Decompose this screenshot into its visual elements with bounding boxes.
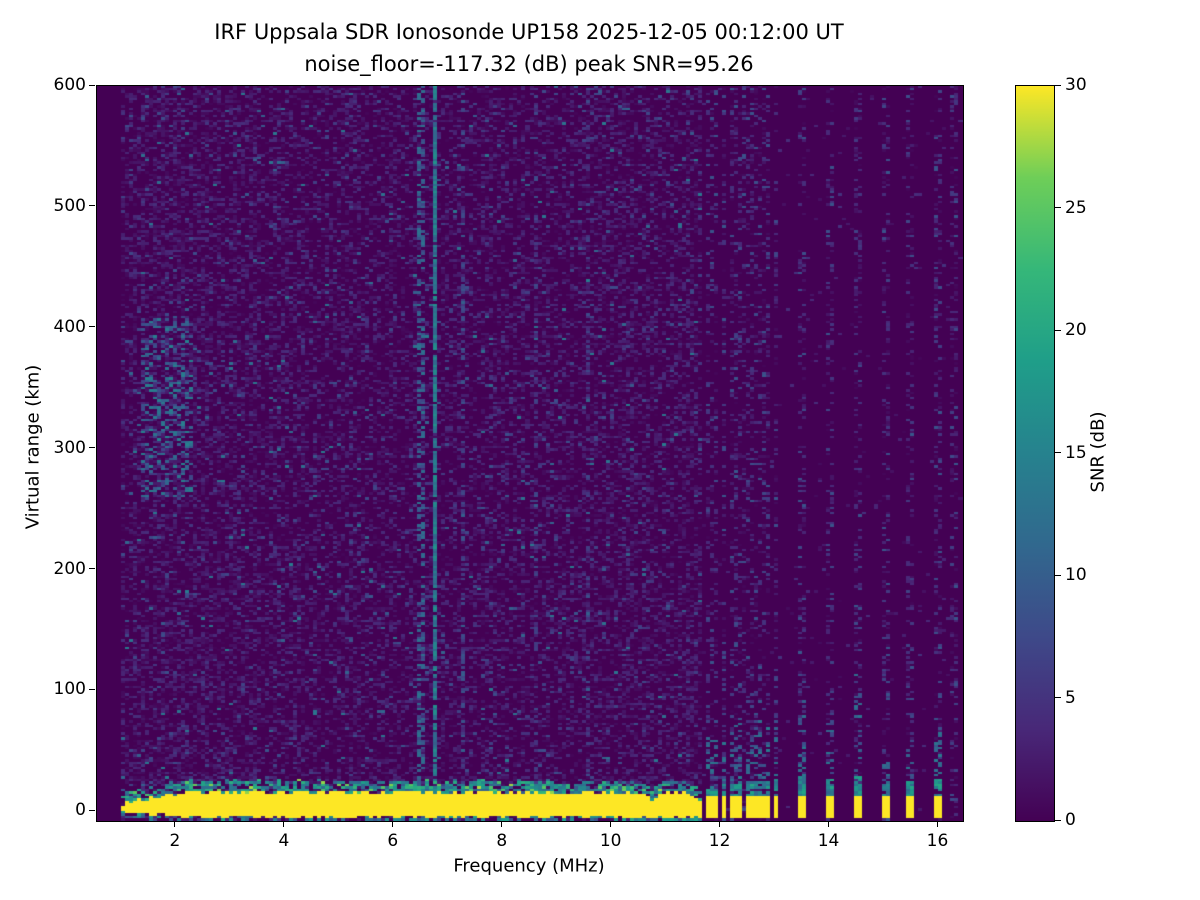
y-tick-label: 100: [53, 679, 86, 700]
colorbar-label: SNR (dB): [1087, 411, 1109, 493]
y-tick-mark: [89, 568, 95, 570]
x-tick-label: 10: [599, 831, 622, 851]
colorbar-tick-mark: [1055, 697, 1061, 698]
colorbar-tick-label: 30: [1065, 75, 1087, 95]
x-tick-label: 12: [708, 831, 731, 851]
x-tick-label: 16: [926, 831, 949, 851]
x-tick-label: 6: [387, 831, 399, 851]
y-tick-mark: [89, 205, 95, 207]
colorbar-tick-label: 20: [1065, 320, 1087, 340]
y-tick-mark: [89, 688, 95, 690]
colorbar-tick-mark: [1055, 207, 1061, 208]
colorbar-tick-label: 15: [1065, 442, 1087, 463]
colorbar-tick-mark: [1055, 329, 1061, 331]
x-axis-label: Frequency (MHz): [453, 855, 605, 877]
x-tick-mark: [174, 821, 176, 827]
y-tick-label: 600: [53, 75, 86, 95]
x-tick-label: 2: [169, 831, 181, 851]
colorbar-tick-label: 25: [1065, 197, 1087, 218]
colorbar: [1015, 85, 1055, 822]
y-tick-mark: [89, 326, 95, 328]
x-tick-label: 4: [278, 831, 290, 851]
colorbar-tick-mark: [1055, 84, 1061, 86]
y-tick-label: 400: [53, 316, 86, 337]
colorbar-tick-label: 5: [1065, 687, 1076, 708]
x-tick-mark: [392, 821, 394, 827]
x-tick-mark: [501, 821, 503, 827]
colorbar-tick-mark: [1055, 819, 1061, 821]
ionogram-heatmap: [97, 86, 963, 821]
figure-title-line1: IRF Uppsala SDR Ionosonde UP158 2025-12-…: [214, 20, 844, 44]
y-tick-label: 200: [53, 558, 86, 579]
x-tick-label: 8: [496, 831, 508, 851]
colorbar-gradient: [1016, 86, 1054, 821]
x-tick-mark: [828, 821, 830, 827]
figure-title-line2: noise_floor=-117.32 (dB) peak SNR=95.26: [304, 52, 754, 76]
colorbar-tick-label: 0: [1065, 810, 1076, 830]
x-tick-mark: [719, 821, 721, 827]
colorbar-tick-mark: [1055, 452, 1061, 453]
x-tick-mark: [283, 821, 285, 827]
plot-area: [96, 85, 964, 822]
y-tick-mark: [89, 809, 95, 811]
x-tick-mark: [610, 821, 612, 827]
x-tick-label: 14: [817, 831, 840, 851]
y-tick-label: 0: [75, 800, 86, 821]
y-tick-label: 500: [53, 195, 86, 216]
x-tick-mark: [936, 821, 938, 827]
y-tick-mark: [89, 447, 95, 449]
colorbar-tick-mark: [1055, 574, 1061, 576]
y-tick-label: 300: [53, 437, 86, 458]
colorbar-tick-label: 10: [1065, 565, 1087, 585]
y-tick-mark: [89, 84, 95, 86]
